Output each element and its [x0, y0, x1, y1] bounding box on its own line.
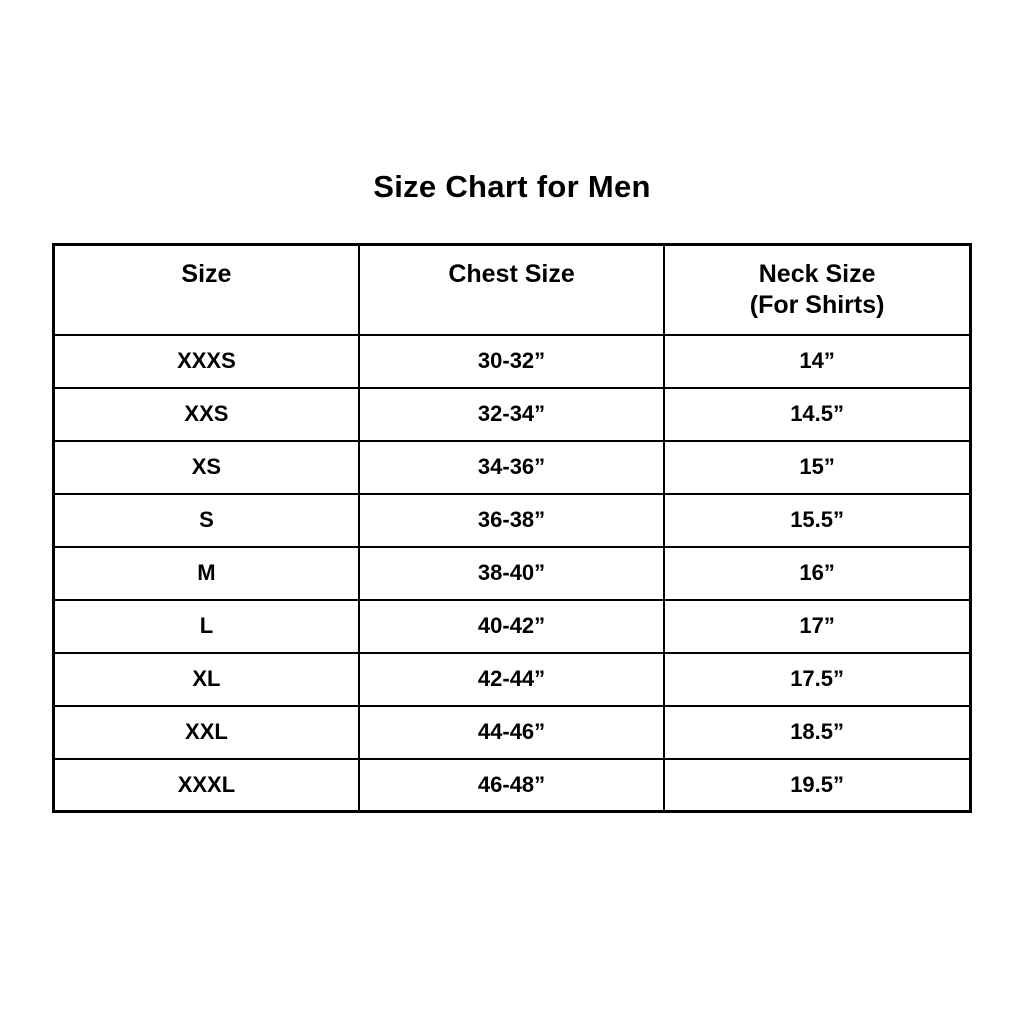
column-header-chest-size: Chest Size	[357, 243, 666, 336]
column-header-chest-size-label: Chest Size	[448, 260, 575, 288]
size-cell: XXL	[52, 704, 360, 760]
size-cell: S	[52, 492, 360, 548]
table-row-xxxl: XXXL 46-48” 19.5”	[52, 757, 972, 813]
size-cell: XS	[52, 439, 360, 495]
neck-size-cell: 14.5”	[663, 386, 972, 442]
column-header-neck-size-label: Neck Size	[758, 260, 876, 288]
size-cell: XXXS	[52, 333, 360, 389]
chest-size-cell: 46-48”	[357, 757, 666, 813]
size-chart-table: Size Chest Size Neck Size (For Shirts) X…	[52, 243, 972, 813]
neck-size-cell: 19.5”	[663, 757, 972, 813]
neck-size-cell: 16”	[663, 545, 972, 601]
chest-size-cell: 40-42”	[357, 598, 666, 654]
column-header-size-label: Size	[181, 260, 232, 288]
neck-size-cell: 14”	[663, 333, 972, 389]
neck-size-cell: 17.5”	[663, 651, 972, 707]
table-row-xl: XL 42-44” 17.5”	[52, 651, 972, 707]
size-cell: XXS	[52, 386, 360, 442]
chest-size-cell: 36-38”	[357, 492, 666, 548]
table-row-xxl: XXL 44-46” 18.5”	[52, 704, 972, 760]
table-row-xxs: XXS 32-34” 14.5”	[52, 386, 972, 442]
neck-size-cell: 18.5”	[663, 704, 972, 760]
chest-size-cell: 38-40”	[357, 545, 666, 601]
column-header-neck-size: Neck Size (For Shirts)	[663, 243, 972, 336]
header-row: Size Chest Size Neck Size (For Shirts)	[52, 243, 972, 336]
chest-size-cell: 34-36”	[357, 439, 666, 495]
table-row-s: S 36-38” 15.5”	[52, 492, 972, 548]
page-title: Size Chart for Men	[373, 169, 651, 204]
table-row-m: M 38-40” 16”	[52, 545, 972, 601]
table-row-xxxs: XXXS 30-32” 14”	[52, 333, 972, 389]
chest-size-cell: 42-44”	[357, 651, 666, 707]
table-row-l: L 40-42” 17”	[52, 598, 972, 654]
neck-size-cell: 17”	[663, 598, 972, 654]
size-cell: L	[52, 598, 360, 654]
size-cell: XL	[52, 651, 360, 707]
column-header-size: Size	[52, 243, 360, 336]
chest-size-cell: 44-46”	[357, 704, 666, 760]
neck-size-cell: 15.5”	[663, 492, 972, 548]
neck-size-cell: 15”	[663, 439, 972, 495]
size-cell: XXXL	[52, 757, 360, 813]
size-cell: M	[52, 545, 360, 601]
column-header-neck-size-sublabel: (For Shirts)	[749, 291, 885, 319]
chest-size-cell: 30-32”	[357, 333, 666, 389]
chest-size-cell: 32-34”	[357, 386, 666, 442]
table-row-xs: XS 34-36” 15”	[52, 439, 972, 495]
